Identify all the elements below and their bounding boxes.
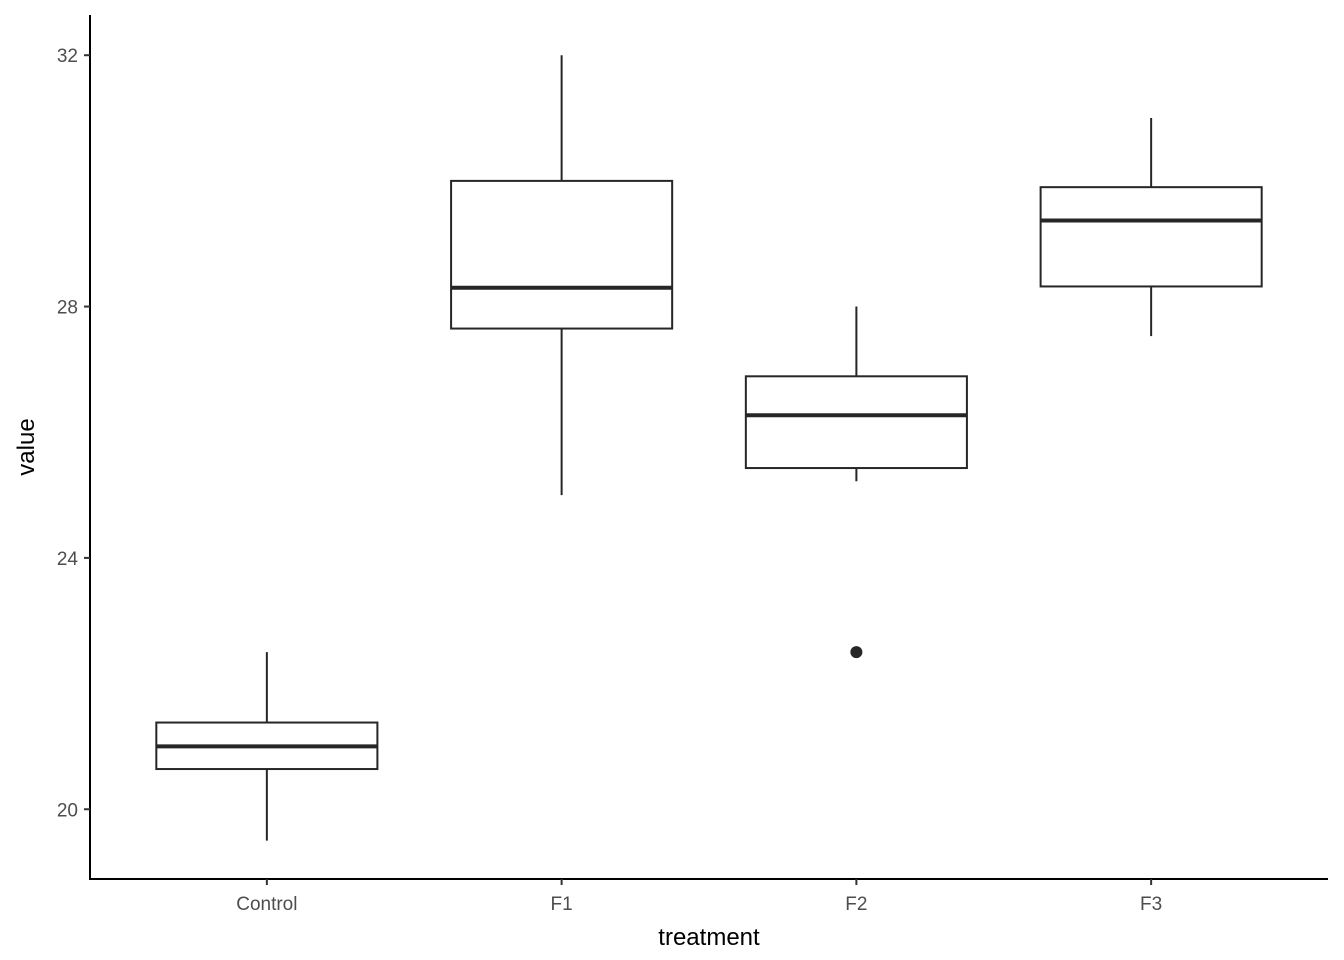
iqr-box xyxy=(450,179,674,330)
box-f2 xyxy=(744,306,968,659)
y-tick-label: 28 xyxy=(57,298,78,319)
y-tick-label: 24 xyxy=(57,549,79,570)
x-tick-label: F3 xyxy=(1140,894,1162,915)
outlier-point xyxy=(850,646,863,659)
box-f1 xyxy=(450,55,674,496)
x-tick-label: F1 xyxy=(551,894,573,915)
iqr-box xyxy=(744,375,968,470)
y-tick-label: 20 xyxy=(57,800,78,821)
box-f3 xyxy=(1039,118,1263,337)
x-tick-label: F2 xyxy=(845,894,867,915)
box-control xyxy=(155,652,379,841)
x-axis-label: treatment xyxy=(658,924,760,951)
y-axis-label: value xyxy=(13,418,40,475)
iqr-box xyxy=(1039,186,1263,288)
y-tick-label: 32 xyxy=(57,46,78,67)
x-tick-label: Control xyxy=(236,894,297,915)
